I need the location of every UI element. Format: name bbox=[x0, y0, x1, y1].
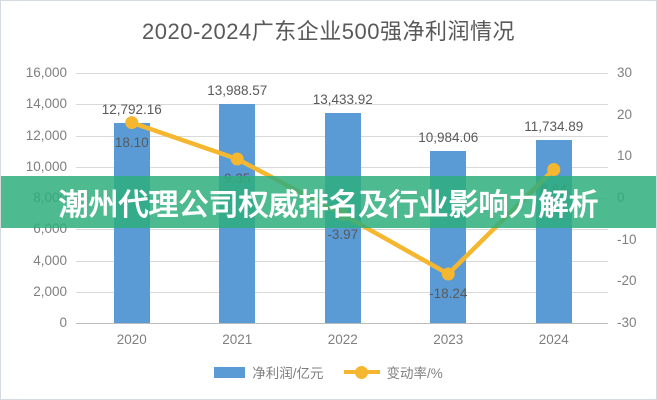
right-axis-tick: -10 bbox=[617, 231, 637, 247]
bar-value-label: 13,433.92 bbox=[312, 92, 373, 108]
legend: 净利润/亿元 变动率/% bbox=[1, 362, 656, 382]
overlay-text: 潮州代理公司权威排名及行业影响力解析 bbox=[58, 189, 599, 222]
left-axis-tick: 0 bbox=[59, 315, 67, 330]
legend-label: 变动率/% bbox=[386, 366, 443, 381]
right-axis-tick: 20 bbox=[617, 106, 633, 122]
x-axis-label: 2021 bbox=[222, 332, 253, 347]
gridline bbox=[76, 73, 608, 74]
left-axis-tick: 16,000 bbox=[25, 65, 67, 80]
legend-item: 变动率/% bbox=[343, 362, 443, 382]
bar-value-label: 11,734.89 bbox=[524, 118, 584, 134]
right-axis-tick: 10 bbox=[617, 148, 633, 164]
line-value-label: -3.97 bbox=[327, 226, 359, 242]
left-axis-tick: 10,000 bbox=[25, 158, 67, 174]
gridline bbox=[76, 104, 608, 106]
right-axis-tick: -30 bbox=[617, 315, 637, 330]
left-axis-tick: 4,000 bbox=[33, 252, 67, 268]
legend-line-swatch-icon bbox=[343, 365, 380, 379]
bar-value-label: 12,792.16 bbox=[101, 102, 162, 118]
x-axis-label: 2023 bbox=[433, 332, 464, 347]
left-axis-tick: 14,000 bbox=[25, 96, 67, 112]
legend-label: 净利润/亿元 bbox=[252, 366, 324, 381]
gridline bbox=[76, 323, 608, 324]
bar-value-label: 13,988.57 bbox=[207, 83, 268, 99]
legend-item: 净利润/亿元 bbox=[214, 362, 324, 382]
bar-2024 bbox=[535, 139, 572, 323]
line-value-label: 18.10 bbox=[114, 134, 149, 150]
x-axis-label: 2022 bbox=[327, 332, 358, 347]
x-axis-label: 2020 bbox=[116, 332, 147, 347]
bar-value-label: 10,984.06 bbox=[418, 130, 479, 146]
overlay-banner: 潮州代理公司权威排名及行业影响力解析 bbox=[1, 176, 656, 228]
legend-bar-swatch-icon bbox=[214, 366, 246, 378]
right-axis-tick: 30 bbox=[617, 65, 633, 80]
right-axis-tick: -20 bbox=[617, 273, 637, 289]
x-axis-label: 2024 bbox=[538, 332, 569, 347]
left-axis-tick: 12,000 bbox=[25, 127, 67, 143]
line-value-label: -18.24 bbox=[429, 286, 468, 301]
chart-title: 2020-2024广东企业500强净利润情况 bbox=[142, 19, 515, 44]
left-axis-tick: 2,000 bbox=[33, 283, 67, 299]
